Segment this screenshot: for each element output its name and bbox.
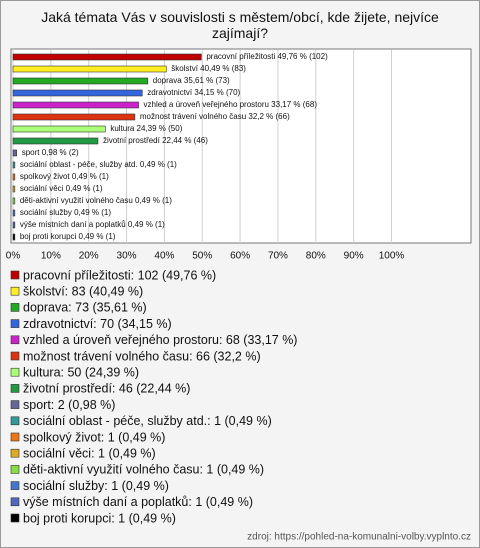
- bar: [12, 53, 202, 61]
- legend-swatch: [10, 351, 20, 361]
- value-label: pracovní příležitosti 49,76 % (102): [206, 52, 328, 61]
- x-tick-label: 40%: [154, 251, 174, 262]
- x-tick-label: 0%: [6, 251, 21, 262]
- value-label: doprava 35,61 % (73): [153, 76, 230, 85]
- legend-swatch: [10, 448, 20, 458]
- legend-swatch: [10, 319, 20, 328]
- x-tick-label: 60%: [230, 251, 250, 262]
- legend-label: sociální věci: 1 (0,49 %): [23, 446, 156, 460]
- bar: [12, 233, 16, 241]
- legend-swatch: [10, 400, 20, 409]
- value-label: vzhled a úroveň veřejného prostoru 33,17…: [144, 100, 318, 109]
- chart-title: Jaká témata Vás v souvislosti s městem/o…: [41, 9, 439, 41]
- x-tick-label: 70%: [268, 251, 288, 262]
- x-tick-label: 10%: [41, 251, 61, 262]
- bar: [12, 101, 139, 109]
- legend-label: výše místních daní a poplatků: 1 (0,49 %…: [23, 495, 253, 509]
- x-tick-label: 50%: [192, 251, 212, 262]
- legend-swatch: [10, 432, 20, 442]
- value-label: spolkový život 0,49 % (1): [20, 172, 109, 181]
- x-tick-label: 20%: [79, 251, 99, 262]
- x-tick-label: 100%: [379, 251, 405, 262]
- value-label: školství 40,49 % (83): [171, 64, 246, 73]
- value-label: výše místních daní a poplatků 0,49 % (1): [20, 220, 165, 229]
- x-tick-label: 90%: [344, 251, 364, 262]
- legend-label: životní prostředí: 46 (22,44 %): [23, 382, 190, 396]
- value-label: sport 0,98 % (2): [22, 148, 79, 157]
- legend-label: sport: 2 (0,98 %): [23, 398, 115, 412]
- value-label: kultura 24,39 % (50): [110, 124, 182, 133]
- legend-swatch: [10, 303, 20, 312]
- value-label: sociální oblast - péče, služby atd. 0,49…: [20, 160, 177, 169]
- source: zdroj: https://pohled-na-komunalni-volby…: [247, 532, 471, 543]
- bar: [12, 197, 16, 205]
- legend-swatch: [10, 384, 20, 393]
- legend-label: zdravotnictví: 70 (34,15 %): [23, 317, 172, 331]
- legend-swatch: [10, 513, 20, 523]
- legend-label: vzhled a úroveň veřejného prostoru: 68 (…: [23, 333, 297, 347]
- legend-label: možnost trávení volného času: 66 (32,2 %…: [23, 349, 261, 363]
- x-tick-label: 80%: [306, 251, 326, 262]
- legend-swatch: [10, 481, 20, 490]
- value-label: děti-aktivní využití volného času 0,49 %…: [20, 196, 172, 205]
- bar: [12, 173, 16, 181]
- legend-swatch: [10, 416, 20, 426]
- x-tick-label: 30%: [117, 251, 137, 262]
- legend-label: kultura: 50 (24,39 %): [23, 365, 139, 379]
- legend-label: školství: 83 (40,49 %): [23, 284, 143, 298]
- legend-swatch: [10, 335, 20, 345]
- legend-label: boj proti korupci: 1 (0,49 %): [23, 511, 176, 525]
- legend-label: sociální oblast - péče, služby atd.: 1 (…: [23, 414, 272, 428]
- bar: [12, 161, 16, 169]
- bar: [12, 77, 149, 85]
- value-label: boj proti korupci 0,49 % (1): [20, 232, 116, 241]
- value-label: životní prostředí 22,44 % (46): [103, 136, 208, 145]
- value-label: sociální služby 0,49 % (1): [20, 208, 111, 217]
- value-label: možnost trávení volného času 32,2 % (66): [140, 112, 290, 121]
- legend-swatch: [10, 497, 20, 507]
- legend-label: děti-aktivní využití volného času: 1 (0,…: [23, 463, 264, 477]
- legend-label: spolkový život: 1 (0,49 %): [23, 430, 165, 444]
- bar: [12, 149, 18, 157]
- legend-label: doprava: 73 (35,61 %): [23, 301, 147, 315]
- legend-swatch: [10, 465, 20, 474]
- bar: [12, 113, 136, 121]
- bar: [12, 65, 167, 73]
- legend-swatch: [10, 367, 20, 377]
- legend-label: sociální služby: 1 (0,49 %): [23, 479, 169, 493]
- legend-swatch: [10, 286, 20, 296]
- value-label: zdravotnictví 34,15 % (70): [147, 88, 240, 97]
- value-label: sociální věci 0,49 % (1): [20, 184, 103, 193]
- bar: [12, 125, 106, 133]
- bar: [12, 89, 143, 97]
- legend-label: pracovní příležitosti: 102 (49,76 %): [23, 268, 216, 282]
- legend-swatch: [10, 270, 20, 280]
- bar: [12, 185, 16, 193]
- bar: [12, 137, 99, 145]
- bar: [12, 209, 16, 217]
- bar: [12, 221, 16, 229]
